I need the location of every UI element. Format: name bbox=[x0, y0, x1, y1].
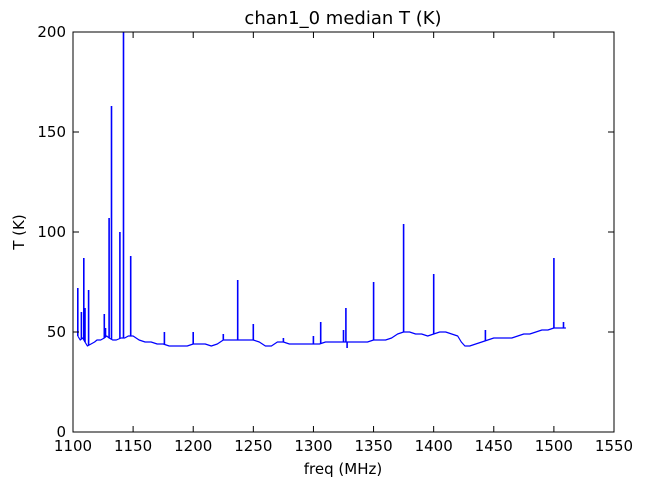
series-line bbox=[77, 327, 566, 347]
x-tick-label: 1300 bbox=[294, 437, 332, 455]
y-tick-label: 200 bbox=[37, 23, 66, 41]
y-tick-label: 150 bbox=[37, 123, 66, 141]
x-tick-label: 1550 bbox=[595, 437, 633, 455]
y-tick-label: 50 bbox=[47, 323, 66, 341]
x-tick-label: 1200 bbox=[174, 437, 212, 455]
x-tick-label: 1250 bbox=[234, 437, 272, 455]
y-tick-label: 0 bbox=[56, 423, 66, 441]
x-tick-label: 1150 bbox=[114, 437, 152, 455]
x-tick-label: 1100 bbox=[54, 437, 92, 455]
x-tick-label: 1350 bbox=[354, 437, 392, 455]
plot-area bbox=[77, 32, 566, 348]
x-tick-label: 1450 bbox=[475, 437, 513, 455]
y-axis-label: T (K) bbox=[10, 214, 28, 250]
x-tick-label: 1400 bbox=[415, 437, 453, 455]
y-tick-label: 100 bbox=[37, 223, 66, 241]
chart-title: chan1_0 median T (K) bbox=[244, 8, 441, 29]
x-tick-label: 1500 bbox=[535, 437, 573, 455]
y-axis: 0 50 100 150 200 bbox=[37, 23, 614, 441]
x-axis-label: freq (MHz) bbox=[304, 460, 382, 478]
x-axis: 1100 1150 1200 1250 1300 1350 1400 1450 1500 1550 bbox=[54, 32, 633, 455]
